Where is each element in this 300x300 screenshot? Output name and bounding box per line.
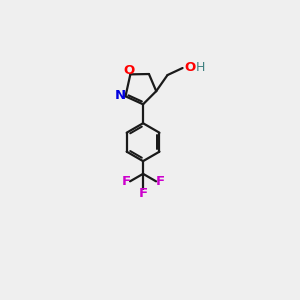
Text: N: N [115,88,126,102]
Text: F: F [156,175,165,188]
Text: F: F [121,175,130,188]
Text: O: O [123,64,134,77]
Text: O: O [185,61,196,74]
Text: F: F [139,187,148,200]
Text: H: H [196,61,205,74]
